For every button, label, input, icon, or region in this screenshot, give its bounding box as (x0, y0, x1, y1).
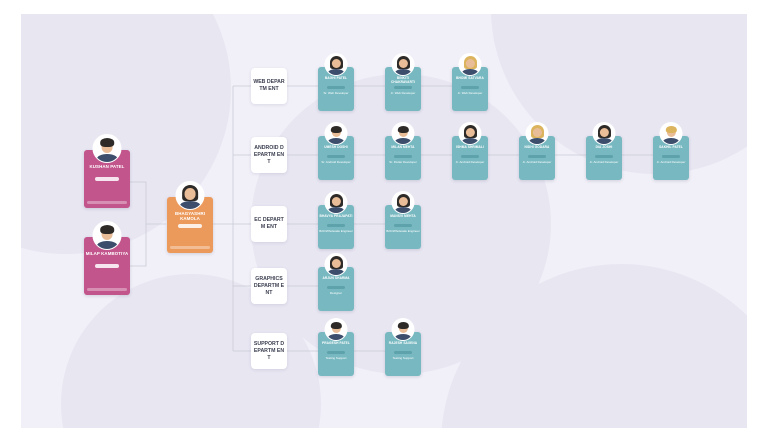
contact-bar (170, 246, 210, 249)
person-name: BHAGYASHRI KAMOLA (174, 211, 206, 222)
avatar (592, 122, 616, 145)
person-role: B2C/Wholesale Engineer (386, 229, 420, 233)
role-badge (662, 155, 680, 158)
leader-card[interactable]: MILAP KAMBOTIYA (84, 221, 130, 295)
avatar (525, 122, 549, 145)
person-name: NIDHI GODARA (524, 145, 550, 149)
avatar (458, 122, 482, 145)
person-name: ISHMA SHRIMALI (456, 145, 484, 149)
avatar (324, 191, 348, 214)
connector (129, 224, 147, 267)
connector-lines (129, 85, 653, 352)
contact-bar (87, 288, 127, 291)
role-badge (95, 177, 119, 181)
person-role: Jr. Android Developer (522, 160, 552, 164)
person-name: BHAVYA PRAJAPATI (319, 214, 353, 218)
department-label: WEB DEPARTM ENT (253, 79, 285, 92)
avatar (391, 122, 415, 145)
role-badge (327, 224, 345, 227)
member-card[interactable]: UMESH DOSHI Sr. Android Developer (318, 122, 354, 180)
avatar (391, 318, 415, 341)
role-badge (327, 351, 345, 354)
avatar (324, 122, 348, 145)
role-badge (327, 86, 345, 89)
member-card[interactable]: DIA JOSHI Jr. Android Developer (586, 122, 622, 180)
head-card[interactable]: BHAGYASHRI KAMOLA (167, 181, 213, 253)
person-role: Jr. Web Developer (457, 91, 483, 95)
department-label: GRAPHICS DEPARTM ENT (253, 275, 285, 296)
role-badge (327, 155, 345, 158)
department-box-support[interactable]: SUPPORT DEPARTM ENT (251, 333, 287, 369)
member-card[interactable]: SAKHIL PATEL Jr. Android Developer (653, 122, 689, 180)
person-name: MANSVI MEHTA (390, 214, 416, 218)
department-box-ec[interactable]: EC DEPARTM ENT (251, 206, 287, 242)
member-card[interactable]: ARJUN SHARMA Designer (318, 253, 354, 311)
person-role: Jr. Android Developer (656, 160, 686, 164)
person-role: Sr. Flutter Developer (389, 160, 417, 164)
department-box-graphics[interactable]: GRAPHICS DEPARTM ENT (251, 268, 287, 304)
avatar (324, 253, 348, 276)
role-badge (528, 155, 546, 158)
person-name: KUSHAN PATEL (89, 164, 125, 169)
member-card[interactable]: MILAN MEHTA Sr. Flutter Developer (385, 122, 421, 180)
person-name: PRAGESH PATEL (322, 341, 350, 345)
department-label: ANDROID DEPARTM ENT (253, 144, 285, 165)
contact-bar (87, 201, 127, 204)
role-badge (461, 155, 479, 158)
avatar (458, 53, 482, 76)
role-badge (95, 264, 119, 268)
person-name: BHOMI SATVARA (456, 76, 484, 80)
avatar (92, 221, 122, 250)
person-role: Sr. Android Developer (321, 160, 351, 164)
member-card[interactable]: BHAVYA PRAJAPATI B2C/Wholesale Engineer (318, 191, 354, 249)
person-role: Testing Support (392, 356, 414, 360)
person-name: BAGHI PATEL (324, 76, 348, 80)
role-badge (178, 224, 202, 228)
role-badge (394, 155, 412, 158)
person-role: Jr. Android Developer (589, 160, 619, 164)
member-card[interactable]: BAGHI PATEL Sr. Web Developer (318, 53, 354, 111)
avatar (391, 53, 415, 76)
person-name: MILAP KAMBOTIYA (85, 251, 129, 256)
department-label: EC DEPARTM ENT (254, 217, 284, 230)
avatar (391, 191, 415, 214)
person-name: SAKHIL PATEL (659, 145, 683, 149)
person-name: RAJESH SAXENA (388, 341, 418, 345)
role-badge (394, 86, 412, 89)
member-card[interactable]: BHOMI SATVARA Jr. Web Developer (452, 53, 488, 111)
member-card[interactable]: BINKITI CHAKRAVARTI Jr. Web Developer (385, 53, 421, 111)
avatar (92, 134, 122, 163)
role-badge (327, 286, 345, 289)
role-badge (461, 86, 479, 89)
person-role: Designer (329, 291, 342, 295)
person-name: ARJUN SHARMA (322, 276, 350, 280)
avatar (324, 53, 348, 76)
member-card[interactable]: RAJESH SAXENA Testing Support (385, 318, 421, 376)
department-box-web[interactable]: WEB DEPARTM ENT (251, 68, 287, 104)
person-name: MILAN MEHTA (391, 145, 415, 149)
avatar (324, 318, 348, 341)
member-card[interactable]: MANSVI MEHTA B2C/Wholesale Engineer (385, 191, 421, 249)
role-badge (595, 155, 613, 158)
person-role: Jr. Web Developer (390, 91, 416, 95)
person-name: UMESH DOSHI (324, 145, 348, 149)
avatar (175, 181, 205, 210)
avatar (659, 122, 683, 145)
department-box-android[interactable]: ANDROID DEPARTM ENT (251, 137, 287, 173)
leader-card[interactable]: KUSHAN PATEL (84, 134, 130, 208)
member-card[interactable]: PRAGESH PATEL Testing Support (318, 318, 354, 376)
org-chart-canvas: KUSHAN PATEL MILAP KAMBOTIYA BHAGYASHRI … (21, 14, 747, 428)
role-badge (394, 351, 412, 354)
connector (129, 181, 166, 225)
person-name: BINKITI CHAKRAVARTI (391, 76, 415, 84)
department-label: SUPPORT DEPARTM ENT (253, 340, 285, 361)
role-badge (394, 224, 412, 227)
person-role: Sr. Web Developer (323, 91, 349, 95)
member-card[interactable]: ISHMA SHRIMALI Jr. Android Developer (452, 122, 488, 180)
person-role: Jr. Android Developer (455, 160, 485, 164)
person-name: DIA JOSHI (595, 145, 613, 149)
member-card[interactable]: NIDHI GODARA Jr. Android Developer (519, 122, 555, 180)
person-role: Testing Support (325, 356, 347, 360)
person-role: B2C/Wholesale Engineer (319, 229, 353, 233)
